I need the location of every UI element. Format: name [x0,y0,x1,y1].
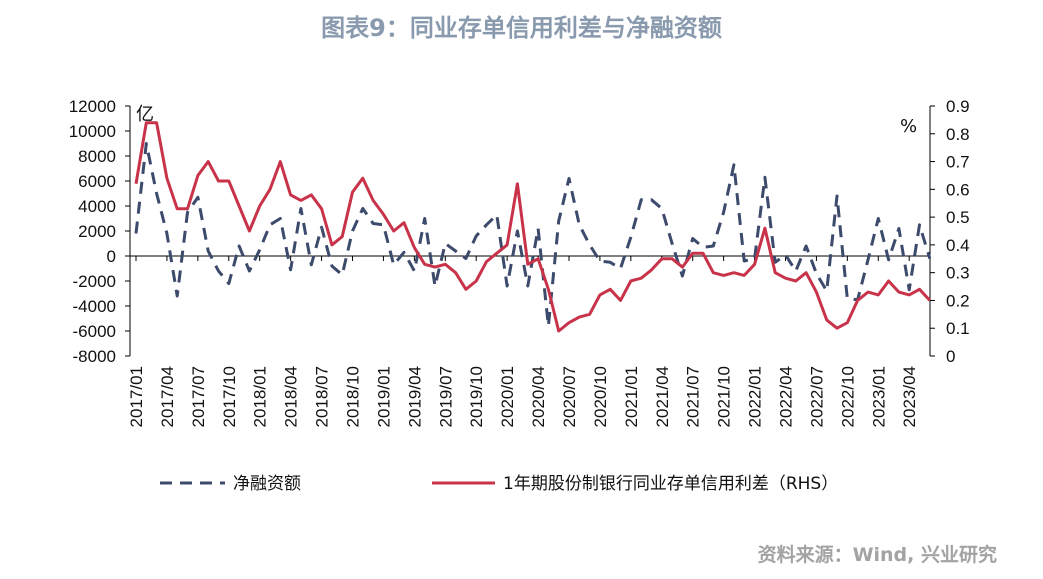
left-axis-unit: 亿 [136,104,154,125]
left-tick-label: 6000 [78,172,116,191]
x-tick-label: 2021/10 [715,366,734,427]
left-tick-label: 12000 [69,97,116,116]
right-tick-label: 0.1 [946,319,970,338]
x-tick-label: 2021/01 [622,366,641,427]
x-tick-label: 2023/04 [900,366,919,427]
series-net-financing [134,142,932,328]
x-tick-label: 2023/01 [869,366,888,427]
x-tick-label: 2020/04 [529,366,548,427]
right-tick-label: 0.2 [946,291,970,310]
x-tick-label: 2018/04 [282,366,301,427]
left-tick-label: -8000 [73,347,116,366]
series-lines [134,121,932,333]
legend-label-spread: 1年期股份制银行同业存单信用利差（RHS） [503,474,838,494]
x-tick-label: 2017/01 [127,366,146,427]
right-tick-label: 0.5 [946,208,970,227]
x-tick-label: 2018/01 [251,366,270,427]
series-spread [134,121,931,333]
legend-label-net-financing: 净融资额 [233,474,301,494]
x-tick-label: 2017/10 [220,366,239,427]
x-tick-label: 2019/10 [467,366,486,427]
axes: -8000 -6000 -4000 -2000 0 2000 4000 6000 8000 100… [69,97,970,427]
legend: 净融资额 1年期股份制银行同业存单信用利差（RHS） [160,474,838,494]
left-tick-label: 10000 [69,122,116,141]
x-tick-label: 2021/04 [653,366,672,427]
left-tick-label: -2000 [73,272,116,291]
right-tick-label: 0 [946,347,955,366]
left-tick-label: 0 [107,247,116,266]
left-tick-label: -6000 [73,322,116,341]
right-axis-unit: % [900,116,917,137]
source-note: 资料来源：Wind, 兴业研究 [757,544,997,566]
left-tick-label: 2000 [78,222,116,241]
x-tick-label: 2021/07 [684,366,703,427]
left-tick-label: 8000 [78,147,116,166]
x-tick-label: 2022/01 [746,366,765,427]
left-tick-label: -4000 [73,297,116,316]
x-tick-label: 2022/10 [838,366,857,427]
x-tick-label: 2018/10 [343,366,362,427]
x-tick-label: 2020/10 [591,366,610,427]
x-tick-label: 2019/01 [374,366,393,427]
x-tick-label: 2018/07 [313,366,332,427]
x-tick-label: 2020/07 [560,366,579,427]
x-tick-label: 2020/01 [498,366,517,427]
right-tick-label: 0.6 [946,180,970,199]
right-tick-label: 0.3 [946,264,970,283]
x-tick-label: 2017/07 [189,366,208,427]
x-tick-label: 2017/04 [158,366,177,427]
x-tick-label: 2022/04 [776,366,795,427]
x-tick-label: 2022/07 [807,366,826,427]
right-tick-label: 0.9 [946,97,970,116]
x-tick-label: 2019/07 [436,366,455,427]
right-tick-label: 0.8 [946,125,970,144]
left-tick-label: 4000 [78,197,116,216]
x-tick-label: 2019/04 [405,366,424,427]
right-tick-label: 0.7 [946,153,970,172]
right-tick-label: 0.4 [946,236,970,255]
chart-title: 图表9：同业存单信用利差与净融资额 [321,14,722,42]
